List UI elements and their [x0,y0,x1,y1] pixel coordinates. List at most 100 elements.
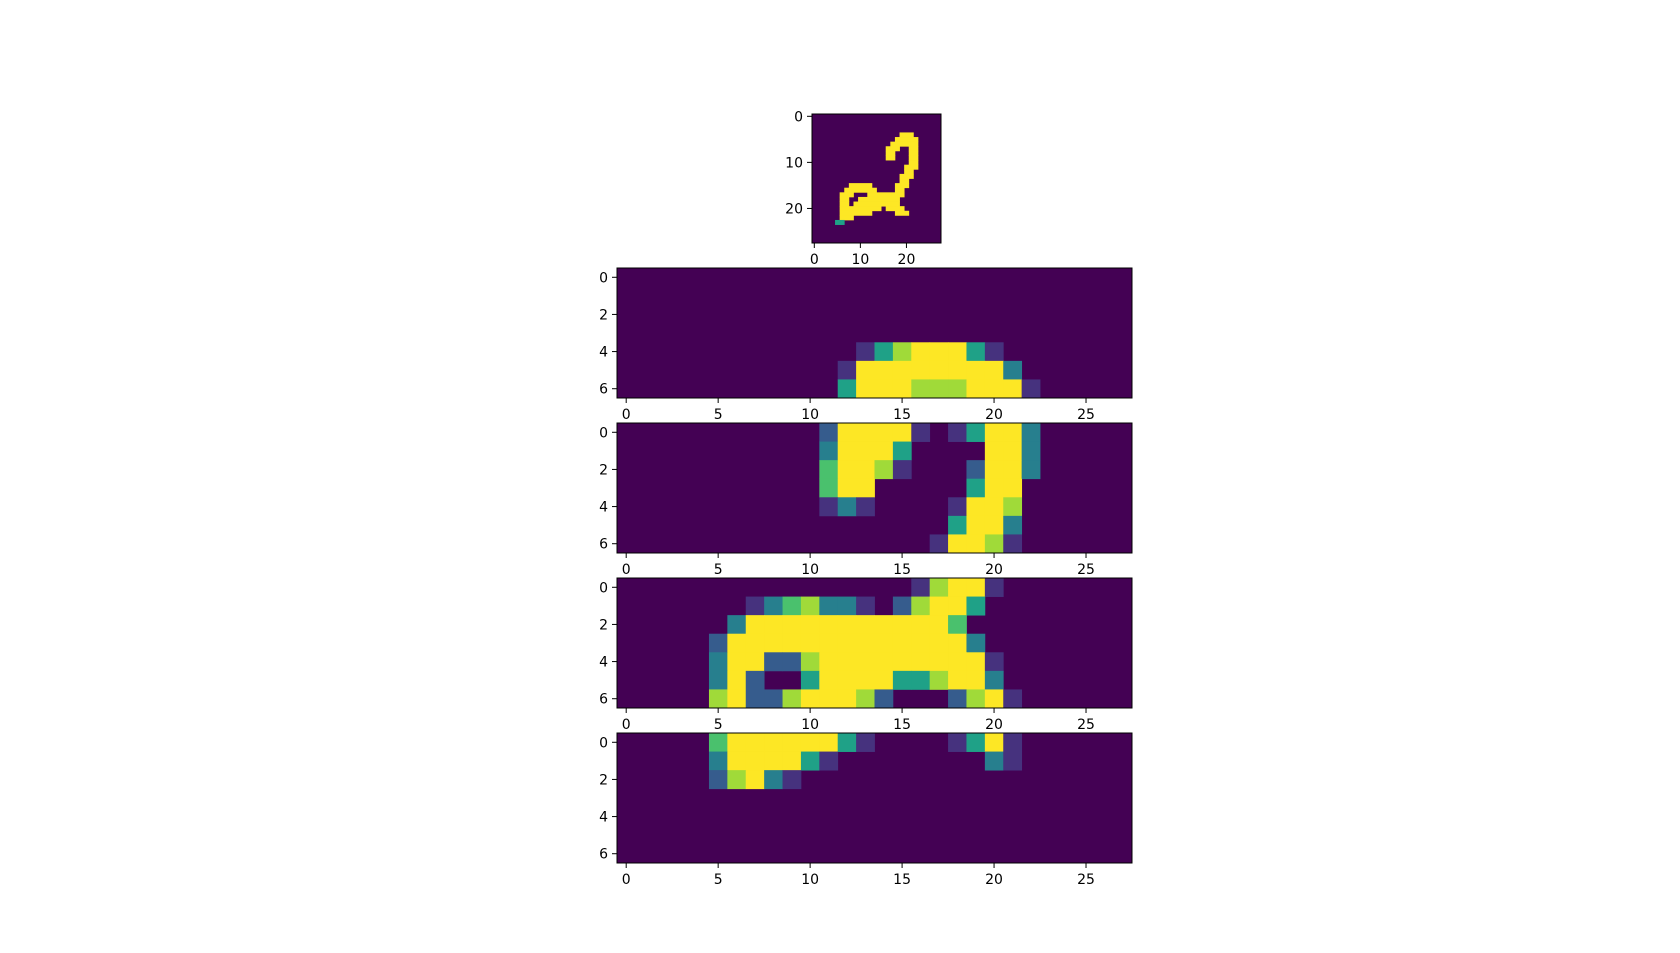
heatmap-cell [856,615,875,635]
heatmap-cell [745,615,765,635]
heatmap-cell [966,689,986,709]
x-tick-label: 5 [714,717,723,733]
heatmap-cell [948,578,967,597]
heatmap-cell [837,497,857,517]
heatmap-cell [911,652,931,672]
heatmap-cell [984,360,1004,380]
heatmap-panel-2: 0 5 10 15 20 25 0 2 4 6 [599,267,1133,423]
heatmap-cell [856,497,875,517]
heatmap-panel-4: 0 5 10 15 20 25 0 2 4 6 [599,577,1133,733]
x-tick-label: 20 [985,562,1003,578]
heatmap-cell [948,534,967,554]
y-tick-label: 20 [785,201,803,217]
heatmap-cell [929,670,949,690]
heatmap-cell [819,670,839,690]
heatmap-cell [800,733,820,752]
heatmap-cell [929,596,949,616]
x-tick-label: 20 [898,252,916,268]
heatmap-cell [948,423,967,442]
heatmap-cell [839,206,882,212]
heatmap-cell [899,132,914,138]
heatmap-cell [890,141,919,147]
heatmap-cell [911,670,931,690]
heatmap-cell [984,670,1004,690]
y-tick-label: 4 [599,655,608,671]
heatmap-cell [904,169,914,175]
heatmap-cell [1021,460,1041,480]
heatmap-cell [911,342,931,362]
x-tick-label: 5 [714,562,723,578]
y-tick-label: 4 [599,810,608,826]
heatmap-cell [800,633,820,653]
heatmap-cell [1003,423,1023,442]
heatmap-cell [911,360,931,380]
heatmap-cell [929,652,949,672]
heatmap-cell [892,615,912,635]
heatmap-cell [1003,534,1023,554]
y-tick-label: 0 [794,109,803,125]
heatmap-cell [948,652,967,672]
heatmap-cell [885,146,900,152]
heatmap-cell [911,633,931,653]
heatmap-cell [839,192,854,198]
axes-frame [616,267,1133,399]
heatmap-cell [894,137,919,143]
heatmap-cell [819,633,839,653]
heatmap-cell [782,689,802,709]
heatmap-cell [819,596,839,616]
heatmap-cell [929,379,949,399]
heatmap-cell [764,770,783,790]
heatmap-cell [1003,751,1023,771]
heatmap-cell [948,633,967,653]
heatmap-cell [837,689,857,709]
heatmap-cell [727,652,747,672]
heatmap-cell [874,423,894,442]
heatmap-cell [892,596,912,616]
heatmap-cell [727,751,747,771]
heatmap-cell [911,615,931,635]
heatmap-cell [892,460,912,480]
heatmap-panel-5: 0 5 10 15 20 25 0 2 4 6 [599,732,1133,888]
heatmap-cell [745,652,765,672]
heatmap-cell [708,652,728,672]
heatmap-cell [727,633,747,653]
heatmap-cell [929,615,949,635]
heatmap-cell [708,751,728,771]
heatmap-panel-3: 0 5 10 15 20 25 0 2 4 6 [599,422,1133,578]
heatmap-cell [899,178,910,184]
heatmap-panel-1: 0 10 20 0 10 20 [785,109,942,268]
heatmap-cell [819,733,839,752]
heatmap-cell [885,206,905,212]
heatmap-cell [894,183,910,189]
x-tick-label: 15 [893,717,911,733]
heatmap-cell [745,689,765,709]
x-tick-label: 15 [893,562,911,578]
heatmap-cell [929,534,949,554]
heatmap-cell [856,379,875,399]
heatmap-cell [839,215,854,221]
y-tick-label: 10 [785,155,803,171]
heatmap-cell [966,733,986,752]
heatmap-background [617,733,1132,863]
heatmap-cell [892,360,912,380]
heatmap-cell [899,173,914,179]
heatmap-cell [764,652,783,672]
heatmap-cell [892,423,912,442]
heatmap-cell [929,633,949,653]
heatmap-cell [966,670,986,690]
heatmap-cell [837,615,857,635]
heatmap-cell [929,342,949,362]
heatmap-cell [894,187,905,193]
heatmap-cell [984,515,1004,535]
y-tick-label: 6 [599,537,608,553]
heatmap-cell [984,478,1004,498]
heatmap-cell [874,633,894,653]
heatmap-cell [874,342,894,362]
heatmap-cell [708,733,728,752]
axes-frame [811,113,942,244]
heatmap-cell [1021,379,1041,399]
heatmap-cell [984,342,1004,362]
heatmap-cell [892,670,912,690]
x-tick-label: 10 [801,717,819,733]
